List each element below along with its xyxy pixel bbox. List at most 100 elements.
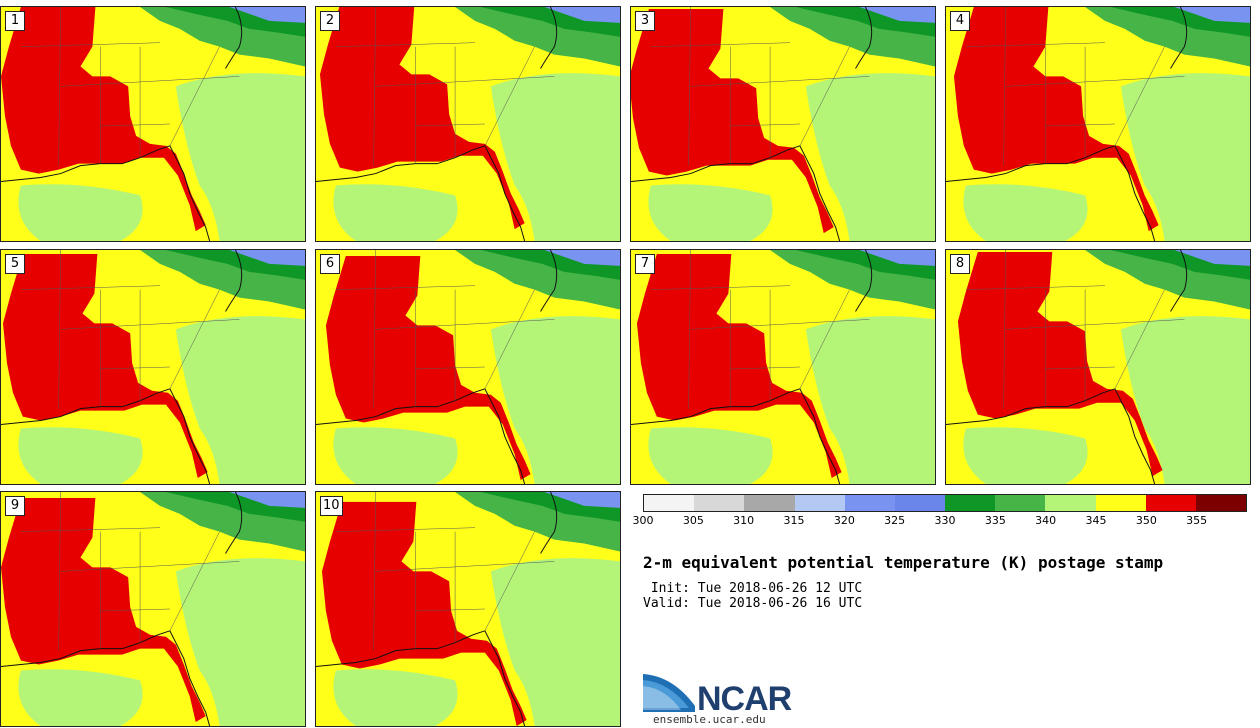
hot-region: [636, 253, 842, 479]
colorbar-tick-label: 345: [1085, 514, 1107, 527]
colorbar-segment: [1045, 495, 1096, 511]
map-image: [631, 7, 935, 241]
east-coastline: [225, 7, 243, 69]
colder-region: [859, 250, 935, 266]
map-panel: 9: [0, 491, 306, 727]
colorbar-segment: [844, 495, 895, 511]
colorbar-tick-label: 335: [984, 514, 1006, 527]
colorbar-ticks: 300 305 310 315 320 325 330 335 340 345 350 355: [633, 514, 1247, 528]
hot-region: [1, 7, 206, 232]
light-green-region: [490, 316, 620, 484]
ncar-swoosh-icon: [643, 674, 695, 712]
map-image: [1, 7, 305, 241]
colorbar-tick-label: 355: [1186, 514, 1208, 527]
colder-region: [229, 7, 305, 23]
map-image: [946, 7, 1250, 241]
colder-region: [544, 250, 620, 266]
coastline: [1, 630, 211, 726]
colorbar-tick-label: 310: [733, 514, 755, 527]
light-green-region: [333, 427, 458, 484]
state-borders: [20, 250, 240, 409]
light-green-region: [648, 184, 773, 241]
state-borders: [20, 492, 240, 651]
valid-time: Valid: Tue 2018-06-26 16 UTC: [643, 596, 863, 611]
logo-url: ensemble.ucar.edu: [653, 713, 766, 726]
panel-number-label: 7: [635, 254, 655, 274]
colorbar-tick-label: 300: [632, 514, 654, 527]
colorbar-segment: [694, 495, 745, 511]
map-panel: 7: [630, 249, 936, 485]
panel-number-label: 1: [5, 11, 25, 31]
hot-region: [319, 7, 525, 230]
east-coastline: [855, 250, 873, 312]
colorbar-tick-label: 330: [934, 514, 956, 527]
light-green-region: [805, 73, 935, 241]
panel-number-label: 5: [5, 254, 25, 274]
east-coastline: [225, 492, 243, 554]
map-panel: 2: [315, 6, 621, 242]
colorbar-tick-label: 325: [884, 514, 906, 527]
coastline: [316, 145, 526, 241]
coastline: [1, 145, 211, 241]
map-panel: 8: [945, 249, 1251, 485]
light-green-region: [490, 73, 620, 241]
map-image: [1, 492, 305, 726]
light-green-region: [175, 316, 305, 484]
logo-text: NCAR: [697, 680, 792, 718]
map-panel: 4: [945, 6, 1251, 242]
map-image: [316, 492, 620, 726]
hot-region: [325, 255, 531, 481]
east-coastline: [540, 492, 558, 554]
state-borders: [335, 250, 555, 409]
state-borders: [965, 250, 1185, 409]
light-green-region: [648, 427, 773, 484]
hot-region: [1, 497, 206, 723]
map-panel: 3: [630, 6, 936, 242]
east-coastline: [1170, 250, 1188, 312]
colorbar-segment: [794, 495, 845, 511]
map-panel: 6: [315, 249, 621, 485]
map-image: [316, 7, 620, 241]
panel-number-label: 2: [320, 11, 340, 31]
hot-region: [321, 501, 527, 726]
ncar-logo: NCAR ensemble.ucar.edu: [643, 672, 803, 728]
state-borders: [650, 250, 870, 409]
east-coastline: [540, 250, 558, 312]
colorbar-segment: [644, 495, 695, 511]
panel-number-label: 6: [320, 254, 340, 274]
state-borders: [965, 7, 1185, 166]
light-green-region: [175, 558, 305, 726]
colorbar-segment: [995, 495, 1046, 511]
map-image: [631, 250, 935, 484]
colorbar-tick-label: 350: [1135, 514, 1157, 527]
light-green-region: [1120, 316, 1250, 484]
colorbar-segment: [744, 495, 795, 511]
east-coastline: [540, 7, 558, 69]
state-borders: [20, 7, 240, 166]
coastline: [1, 388, 211, 484]
colder-region: [229, 250, 305, 266]
colder-region: [1174, 7, 1250, 23]
hot-region: [957, 251, 1163, 477]
panel-number-label: 4: [950, 11, 970, 31]
light-green-region: [805, 316, 935, 484]
light-green-region: [1120, 73, 1250, 241]
panel-number-label: 10: [320, 496, 343, 516]
colorbar-segment: [945, 495, 996, 511]
light-green-region: [18, 184, 143, 241]
panel-number-label: 9: [5, 496, 25, 516]
light-green-region: [490, 558, 620, 726]
light-green-region: [175, 73, 305, 241]
state-borders: [335, 492, 555, 651]
light-green-region: [18, 427, 143, 484]
colorbar-segment: [1195, 495, 1247, 511]
coastline: [316, 388, 526, 484]
coastline: [631, 388, 841, 484]
panel-number-label: 8: [950, 254, 970, 274]
map-image: [946, 250, 1250, 484]
coastline: [631, 145, 841, 241]
east-coastline: [225, 250, 243, 312]
light-green-region: [333, 669, 458, 726]
east-coastline: [1170, 7, 1188, 69]
light-green-region: [18, 669, 143, 726]
